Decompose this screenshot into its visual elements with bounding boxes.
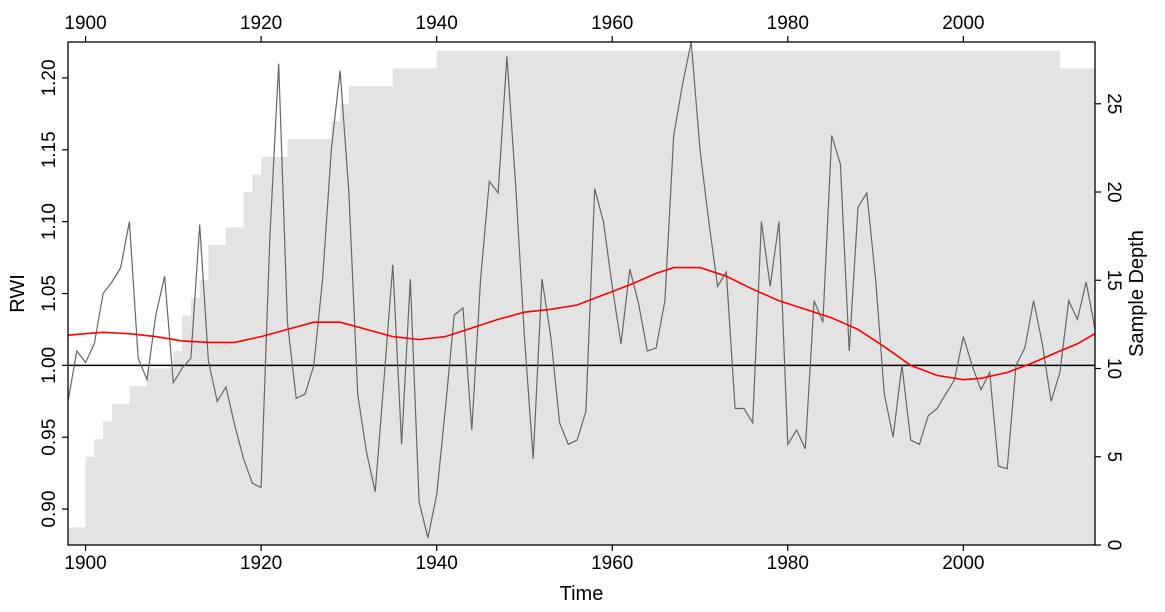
sample-depth-area (68, 50, 1095, 546)
x-tick-label-top: 1980 (767, 13, 809, 34)
y2-tick-label: 5 (1103, 451, 1124, 462)
y-tick-label: 1.15 (39, 131, 60, 168)
x-axis-title: Time (560, 583, 604, 605)
y-tick-label: 1.05 (39, 275, 60, 312)
x-tick-label-top: 1940 (416, 13, 458, 34)
spline-series-layer (67, 266, 1096, 381)
x-tick-label-top: 1960 (591, 13, 633, 34)
x-tick-label-bottom: 1980 (767, 553, 809, 574)
rwi-line (67, 41, 1096, 538)
x-tick-label-bottom: 1960 (591, 553, 633, 574)
x-tick-label-bottom: 1940 (416, 553, 458, 574)
y-tick-label: 0.90 (39, 491, 60, 528)
y2-tick-label: 25 (1103, 93, 1124, 114)
y2-tick-label: 20 (1103, 181, 1124, 202)
x-tick-label-bottom: 2000 (942, 553, 984, 574)
y-tick-label: 1.10 (39, 203, 60, 240)
x-tick-label-top: 1900 (64, 13, 106, 34)
spline-line (67, 266, 1096, 381)
y2-tick-label: 0 (1103, 540, 1124, 551)
y-tick-label: 1.20 (39, 59, 60, 96)
sample-depth-layer (68, 50, 1095, 546)
x-tick-label-top: 1920 (240, 13, 282, 34)
y-axis-title: RWI (7, 274, 29, 313)
y2-tick-label: 10 (1103, 358, 1124, 379)
axes-layer: 1900 1900 1920 1920 1940 1940 1960 1960 1980 1980… (39, 13, 1124, 574)
y2-tick-label: 15 (1103, 270, 1124, 291)
y-tick-label: 1.00 (39, 347, 60, 384)
rwi-series-layer (67, 41, 1096, 538)
y2-axis-title: Sample Depth (1126, 230, 1148, 357)
x-tick-label-bottom: 1920 (240, 553, 282, 574)
x-tick-label-bottom: 1900 (64, 553, 106, 574)
y-tick-label: 0.95 (39, 419, 60, 456)
x-tick-label-top: 2000 (942, 13, 984, 34)
